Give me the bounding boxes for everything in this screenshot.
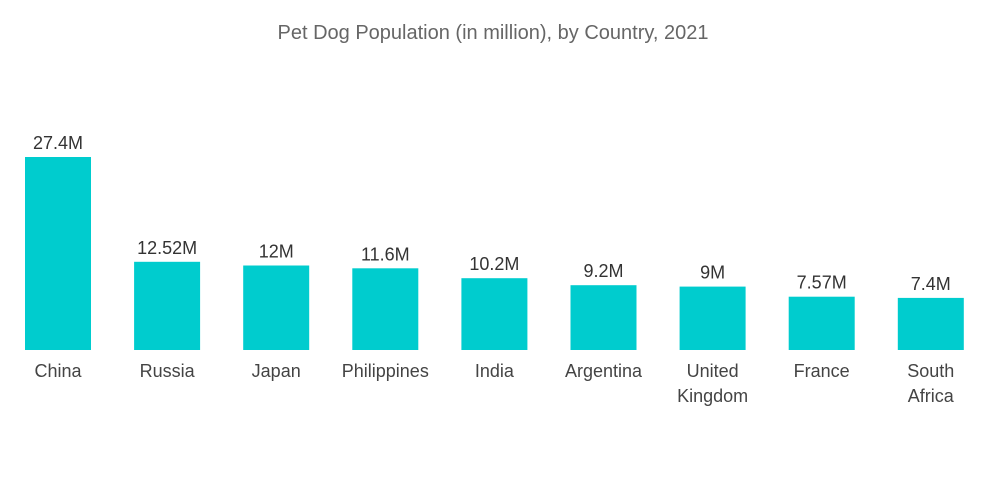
value-label-group: 27.4M 12.52M 12M 11.6M 10.2M 9.2M 9M 7.57M 7.4M [33, 133, 951, 294]
category-label: Japan [252, 361, 301, 381]
category-label: Russia [140, 361, 196, 381]
data-label: 9M [700, 263, 725, 283]
category-label: China [34, 361, 82, 381]
bar [897, 297, 964, 350]
bar [25, 157, 91, 350]
data-label: 27.4M [33, 133, 83, 153]
category-label: Argentina [565, 361, 643, 381]
bar [352, 268, 419, 350]
bar [243, 265, 310, 350]
bar [679, 286, 746, 350]
category-label: Philippines [342, 361, 429, 381]
category-label: South Africa [907, 361, 955, 406]
bar-group [25, 157, 964, 350]
data-label: 9.2M [583, 261, 623, 281]
bar [134, 261, 201, 350]
data-label: 12.52M [137, 238, 197, 258]
bar [461, 278, 528, 350]
data-label: 7.4M [911, 274, 951, 294]
data-label: 11.6M [361, 244, 410, 264]
category-label: United Kingdom [677, 361, 748, 406]
bar [570, 285, 637, 350]
category-label-group: China Russia Japan Philippines India Argentin… [34, 361, 954, 406]
bar [788, 296, 855, 350]
data-label: 12M [259, 242, 294, 262]
data-label: 10.2M [469, 254, 519, 274]
category-label: France [794, 361, 850, 381]
chart-title: Pet Dog Population (in million), by Coun… [278, 22, 709, 44]
category-label: India [475, 361, 515, 381]
data-label: 7.57M [797, 273, 847, 293]
